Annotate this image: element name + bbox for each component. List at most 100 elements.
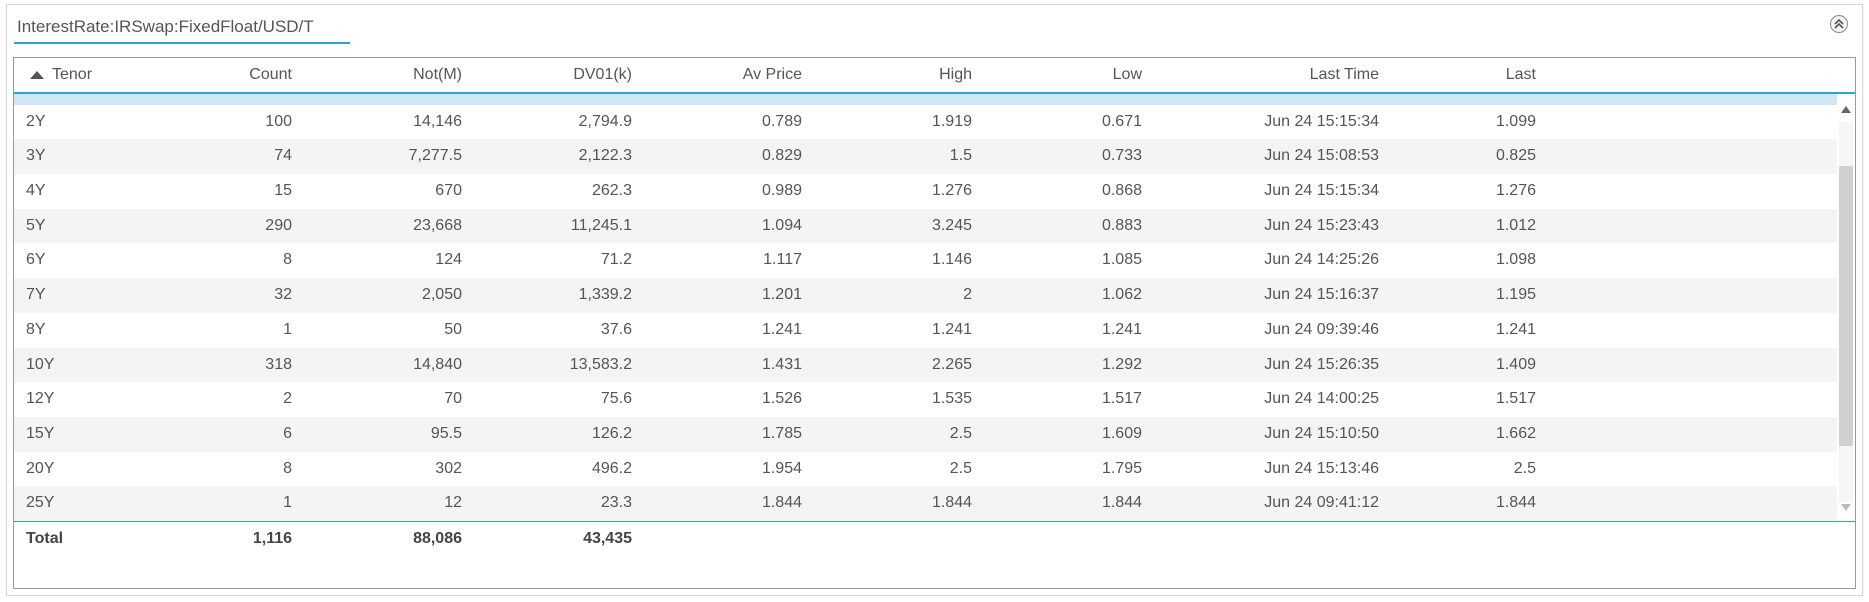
instrument-path-input[interactable] [14,12,350,44]
cell-tenor: 4Y [26,182,46,200]
scroll-thumb[interactable] [1839,166,1853,446]
cell-last-time: Jun 24 15:15:45 [1154,94,1379,105]
cell-tenor: 2Y [26,112,46,130]
cell-dv01: 11,245.1 [570,216,632,234]
cell-count: 1 [283,320,292,338]
scroll-down-icon[interactable] [1841,504,1851,511]
cell-dv01: 2,122.3 [578,147,632,165]
cell-high: 1.919 [931,112,972,130]
cell-count: 318 [265,355,292,373]
table-row[interactable]: 4Y 15 670 262.3 0.989 1.276 0.868 Jun 24 15:15:… [14,174,1837,209]
cell-count: 15 [274,182,292,200]
cell-notional: 95.5 [430,424,462,442]
trade-summary-panel: Tenor Count Not(M) DV01(k) Av Price High… [6,4,1863,596]
cell-avg-price: 1.954 [761,459,802,477]
cell-high: 1.5 [949,147,972,165]
table-row[interactable]: 1Y30 14,839 1,408.4 1.071 1.025 0.89 Jun 24 15… [14,94,1837,105]
table-row[interactable]: 15Y 6 95.5 126.2 1.785 2.5 1.609 Jun 24 15:10:5… [14,416,1837,452]
table-row[interactable]: 5Y 290 23,668 11,245.1 1.094 3.245 0.883 Jun 24… [14,208,1837,244]
cell-last-time: Jun 24 09:39:46 [1264,320,1379,338]
table-row[interactable]: 10Y 318 14,840 13,583.2 1.431 2.265 1.292 Jun 2… [14,347,1837,383]
cell-last-time: Jun 24 15:26:35 [1264,355,1379,373]
cell-last: 0.825 [1495,147,1536,165]
cell-last-time: Jun 24 14:25:26 [1264,251,1379,269]
collapse-button[interactable] [1830,15,1848,33]
cell-last: 2.5 [1513,459,1536,477]
cell-low: 0.733 [1101,147,1142,165]
cell-low: 1.609 [1101,424,1142,442]
cell-notional: 50 [444,320,462,338]
cell-last-time: Jun 24 15:08:53 [1264,147,1379,165]
cell-notional: 14,840 [413,355,462,373]
cell-dv01: 2,794.9 [578,112,632,130]
cell-count: 2 [283,390,292,408]
cell-high: 3.245 [931,216,972,234]
cell-avg-price: 0.789 [761,112,802,130]
cell-notional: 23,668 [413,216,462,234]
cell-tenor: 25Y [26,494,55,512]
grid-body[interactable]: 1Y30 14,839 1,408.4 1.071 1.025 0.89 Jun 24 15… [14,94,1837,521]
cell-count: 8 [283,251,292,269]
table-row[interactable]: 12Y 2 70 75.6 1.526 1.535 1.517 Jun 24 14:00:25… [14,382,1837,417]
cell-tenor: 5Y [26,216,46,234]
cell-low: 1.292 [1101,355,1142,373]
cell-tenor: 1Y [26,94,166,105]
scroll-up-icon[interactable] [1841,106,1851,113]
cell-dv01: 13,583.2 [569,355,632,373]
cell-notional: 12 [444,494,462,512]
col-header-dv01[interactable]: DV01(k) [573,66,632,83]
col-header-low[interactable]: Low [1112,66,1142,83]
cell-avg-price: 1.431 [761,355,802,373]
cell-tenor: 20Y [26,459,55,477]
cell-count: 1 [283,494,292,512]
cell-last-time: Jun 24 15:16:37 [1264,286,1379,304]
cell-last: 1.099 [1495,112,1536,130]
cell-high: 1.025 [814,94,972,105]
cell-tenor: 12Y [26,390,55,408]
table-row[interactable]: 6Y 8 124 71.2 1.117 1.146 1.085 Jun 24 14:25:26… [14,243,1837,278]
cell-last: 1.517 [1495,390,1536,408]
cell-count: 74 [274,147,292,165]
col-header-notional[interactable]: Not(M) [413,66,462,83]
cell-dv01: 1,408.4 [474,94,632,105]
table-row[interactable]: 2Y 100 14,146 2,794.9 0.789 1.919 0.671 Jun 24 … [14,105,1837,140]
cell-notional: 2,050 [421,286,462,304]
col-header-last-time[interactable]: Last Time [1309,66,1379,83]
col-header-last[interactable]: Last [1505,66,1536,83]
col-header-tenor[interactable]: Tenor [52,66,93,83]
cell-low: 1.085 [1101,251,1142,269]
table-row[interactable]: 25Y 1 12 23.3 1.844 1.844 1.844 Jun 24 09:41:12… [14,486,1837,521]
table-row[interactable]: 3Y 74 7,277.5 2,122.3 0.829 1.5 0.733 Jun 24 15… [14,139,1837,175]
cell-high: 1.844 [931,494,972,512]
cell-avg-price: 1.785 [761,424,802,442]
vertical-scrollbar[interactable] [1837,94,1855,521]
cell-tenor: 7Y [26,286,46,304]
cell-last-time: Jun 24 14:00:25 [1264,390,1379,408]
cell-dv01: 262.3 [591,182,632,200]
cell-notional: 14,839 [304,94,462,105]
cell-last: 1.012 [1495,216,1536,234]
cell-last-time: Jun 24 15:15:34 [1264,182,1379,200]
cell-high: 1.241 [931,320,972,338]
cell-tenor: 10Y [26,355,55,373]
sort-ascending-icon[interactable] [30,71,44,79]
table-row[interactable]: 8Y 1 50 37.6 1.241 1.241 1.241 Jun 24 09:39:46 1… [14,313,1837,348]
totals-row: Total 1,116 88,086 43,435 [14,521,1855,556]
col-header-count[interactable]: Count [249,66,292,83]
cell-low: 0.89 [984,94,1142,105]
cell-avg-price: 1.094 [761,216,802,234]
col-header-high[interactable]: High [939,66,972,83]
table-row[interactable]: 20Y 8 302 496.2 1.954 2.5 1.795 Jun 24 15:13:46… [14,452,1837,487]
cell-count: 100 [265,112,292,130]
cell-avg-price: 1.526 [761,390,802,408]
cell-high: 1.146 [931,251,972,269]
cell-tenor: 15Y [26,424,55,442]
totals-count: 1,116 [252,530,292,547]
grid-rows: 1Y30 14,839 1,408.4 1.071 1.025 0.89 Jun 24 15… [14,94,1837,521]
cell-avg-price: 1.844 [761,494,802,512]
col-header-avg-price[interactable]: Av Price [742,66,802,83]
cell-last: 1.276 [1495,182,1536,200]
cell-last: 1.025 [1384,94,1536,105]
cell-low: 1.062 [1101,286,1142,304]
table-row[interactable]: 7Y 32 2,050 1,339.2 1.201 2 1.062 Jun 24 15:16:… [14,278,1837,313]
